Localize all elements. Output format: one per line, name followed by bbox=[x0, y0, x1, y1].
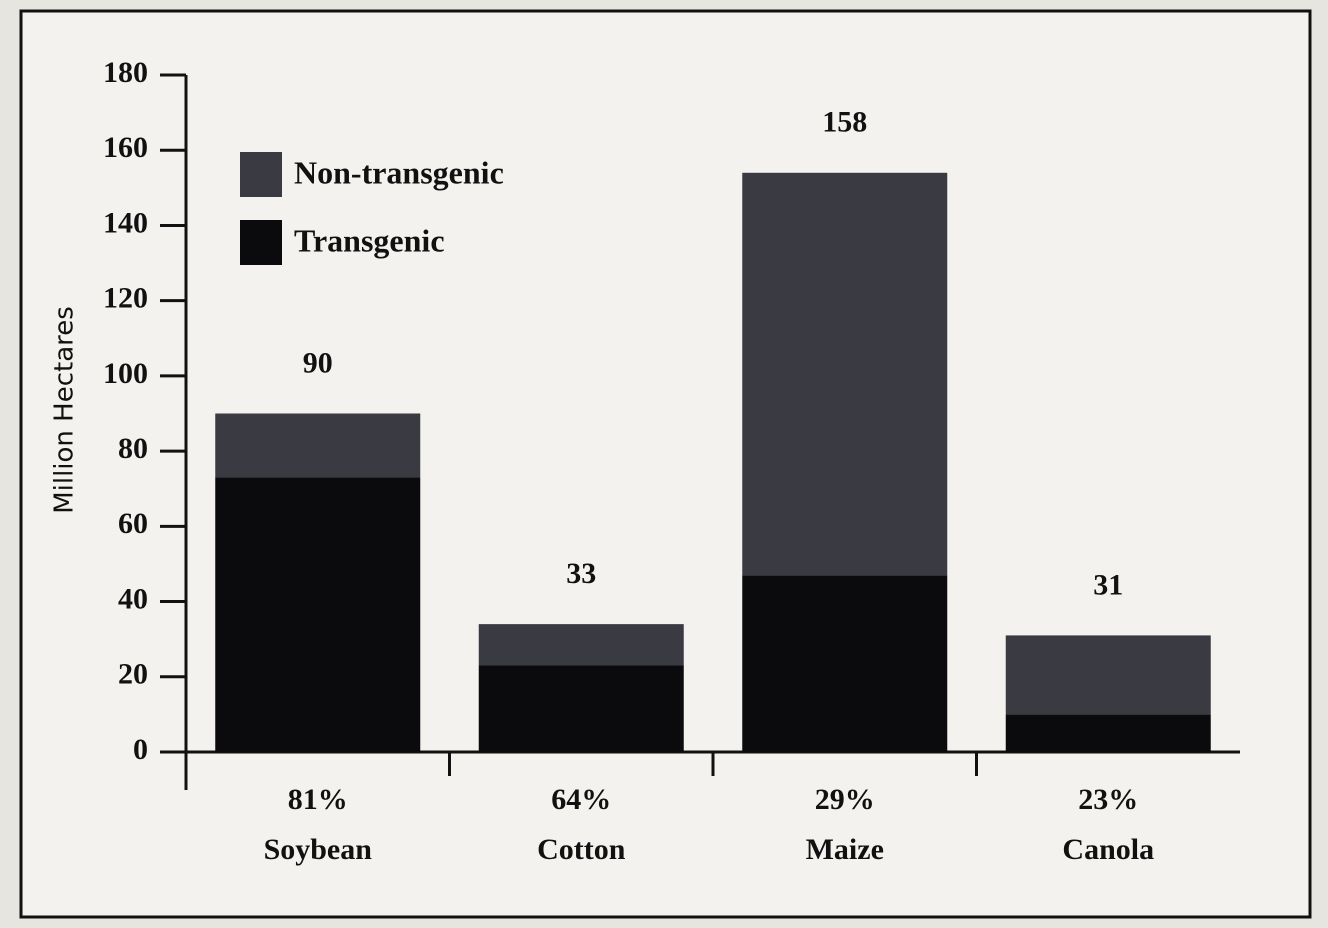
legend-label: Transgenic bbox=[294, 222, 445, 258]
legend-swatch bbox=[240, 220, 282, 265]
total-label: 33 bbox=[566, 557, 596, 590]
x-tick-label: Cotton bbox=[537, 833, 626, 866]
y-tick-label: 80 bbox=[118, 432, 148, 465]
share-label: 23% bbox=[1078, 783, 1138, 816]
y-tick-label: 180 bbox=[103, 56, 148, 89]
bar-segment bbox=[1005, 714, 1211, 752]
total-label: 31 bbox=[1093, 568, 1123, 601]
legend-swatch bbox=[240, 152, 282, 197]
share-label: 29% bbox=[815, 783, 875, 816]
share-label: 81% bbox=[288, 783, 348, 816]
bar-segment bbox=[215, 413, 421, 478]
bar-segment bbox=[1005, 635, 1211, 715]
bar-segment bbox=[478, 624, 684, 666]
bar-segment bbox=[742, 575, 948, 752]
bar-segment bbox=[215, 477, 421, 752]
share-label: 64% bbox=[551, 783, 611, 816]
y-tick-label: 140 bbox=[103, 206, 148, 239]
y-tick-label: 160 bbox=[103, 131, 148, 164]
bar-segment bbox=[478, 665, 684, 752]
y-tick-label: 20 bbox=[118, 658, 148, 691]
y-tick-label: 120 bbox=[103, 282, 148, 315]
x-tick-label: Canola bbox=[1062, 833, 1154, 866]
total-label: 90 bbox=[303, 346, 333, 379]
y-tick-label: 60 bbox=[118, 507, 148, 540]
y-axis-label: Million Hectares bbox=[50, 306, 80, 514]
x-tick-label: Maize bbox=[806, 833, 884, 866]
y-tick-label: 100 bbox=[103, 357, 148, 390]
y-tick-label: 40 bbox=[118, 582, 148, 615]
x-tick-label: Soybean bbox=[264, 833, 373, 866]
total-label: 158 bbox=[822, 106, 867, 139]
bar-segment bbox=[742, 172, 948, 576]
y-tick-label: 0 bbox=[133, 733, 148, 766]
legend-label: Non-transgenic bbox=[294, 154, 504, 190]
frame bbox=[19, 9, 1312, 919]
